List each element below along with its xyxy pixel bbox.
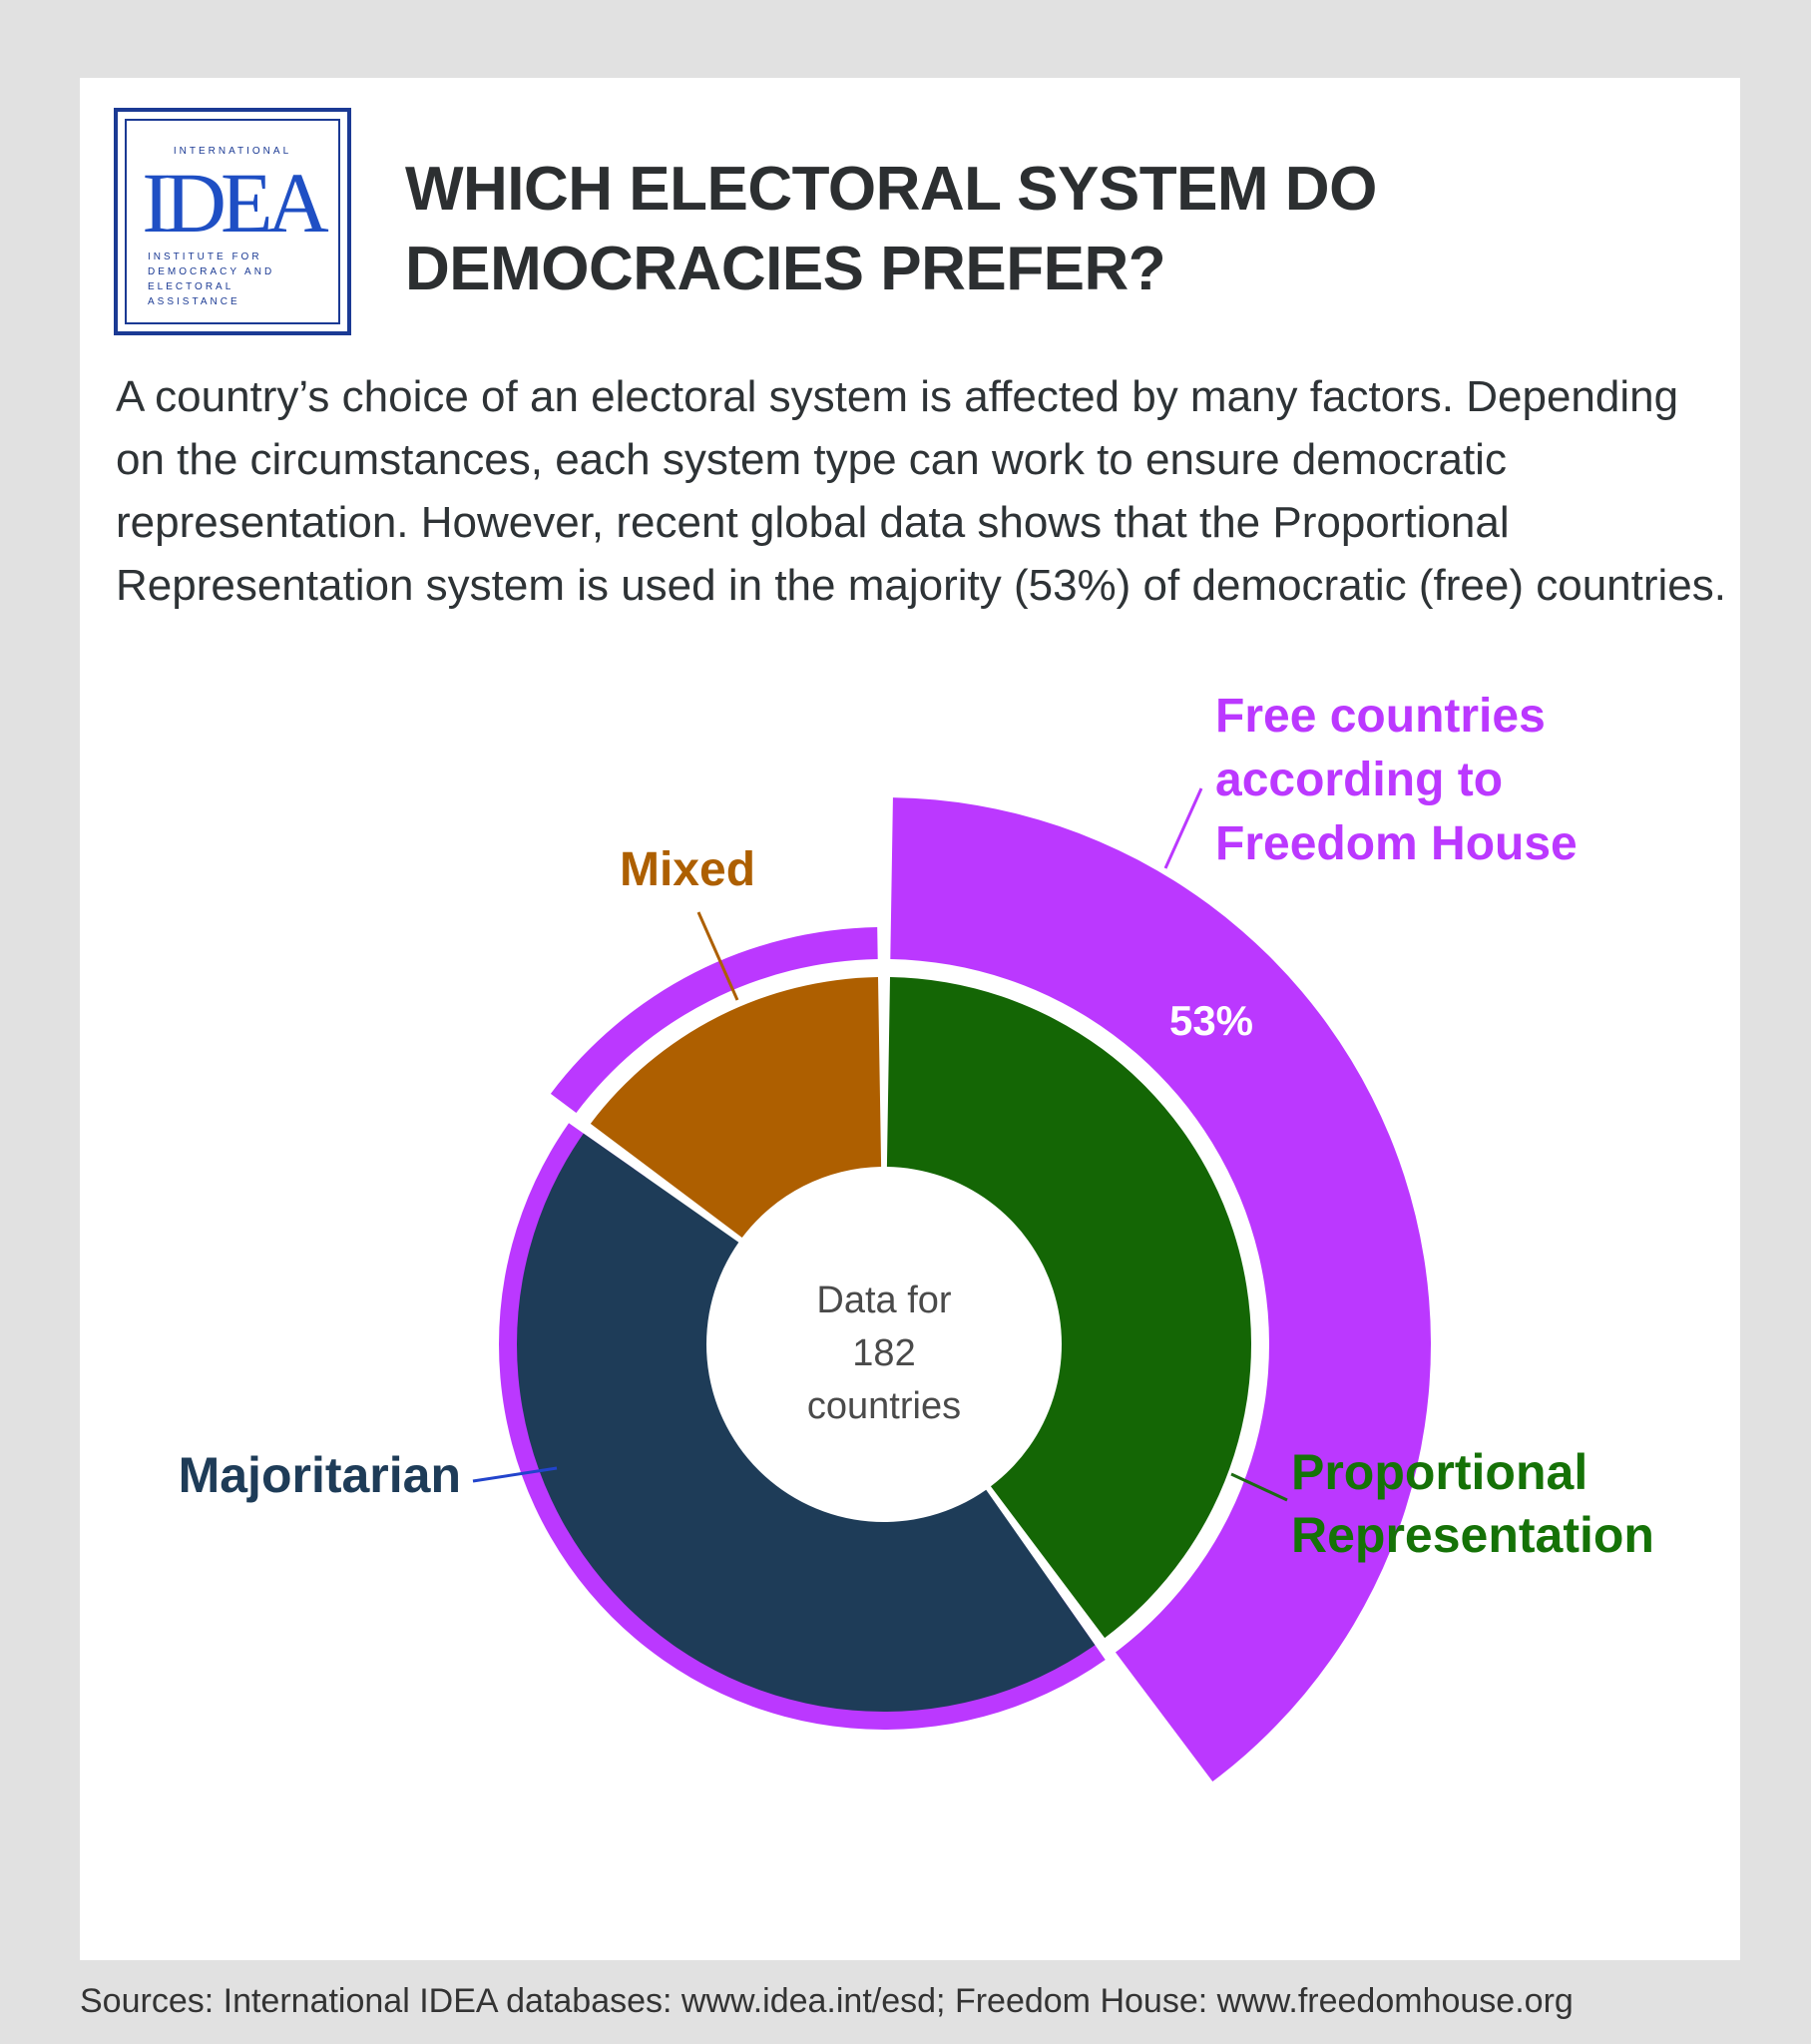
outer-value-label-mixed: 14% xyxy=(495,1010,579,1057)
label-proportional-line-2: Representation xyxy=(1291,1507,1654,1563)
center-label-line-3: countries xyxy=(807,1385,961,1427)
leader-line-free xyxy=(1163,787,1203,869)
logo-top-text: INTERNATIONAL xyxy=(173,146,292,157)
logo-inner-border xyxy=(125,119,340,324)
outer-slice-proportional-representation xyxy=(890,797,1432,1783)
label-proportional-line-1: Proportional xyxy=(1291,1444,1587,1500)
inner-slice-proportional-representation xyxy=(886,977,1251,1639)
intro-paragraph: A country’s choice of an electoral syste… xyxy=(116,372,1726,610)
page-title: WHICH ELECTORAL SYSTEM DO DEMOCRACIES PR… xyxy=(405,155,1377,303)
leader-line-mixed xyxy=(696,911,739,1001)
outer-value-label-proportional-representation: 53% xyxy=(1169,997,1253,1044)
center-label-line-1: Data for xyxy=(816,1279,952,1321)
idea-logo: INTERNATIONAL IDEA INSTITUTE FOR DEMOCRA… xyxy=(114,108,351,335)
label-mixed: Mixed xyxy=(620,843,755,896)
inner-slice-majoritarian xyxy=(516,1133,1096,1713)
inner-slice-mixed xyxy=(590,977,882,1239)
center-label-line-2: 182 xyxy=(852,1332,915,1374)
label-majoritarian: Majoritarian xyxy=(179,1447,461,1503)
leader-line-majoritarian xyxy=(472,1466,558,1483)
outer-value-label-majoritarian: 33% xyxy=(801,1795,885,1842)
label-free-line-3: Freedom House xyxy=(1215,817,1578,870)
sources-footer: Sources: International IDEA databases: w… xyxy=(80,1982,1574,2020)
logo-main-text: IDEA xyxy=(142,155,328,251)
label-free-line-1: Free countries xyxy=(1215,690,1546,743)
logo-sub-text: INSTITUTE FOR DEMOCRACY AND ELECTORAL AS… xyxy=(148,252,275,307)
leader-line-proportional xyxy=(1230,1472,1288,1502)
outer-slice-mixed xyxy=(550,927,878,1114)
label-free-line-2: according to xyxy=(1215,754,1503,806)
sunburst-chart: 53% 33% 14% Data for 182 countries Proportiona… xyxy=(178,690,1654,1842)
